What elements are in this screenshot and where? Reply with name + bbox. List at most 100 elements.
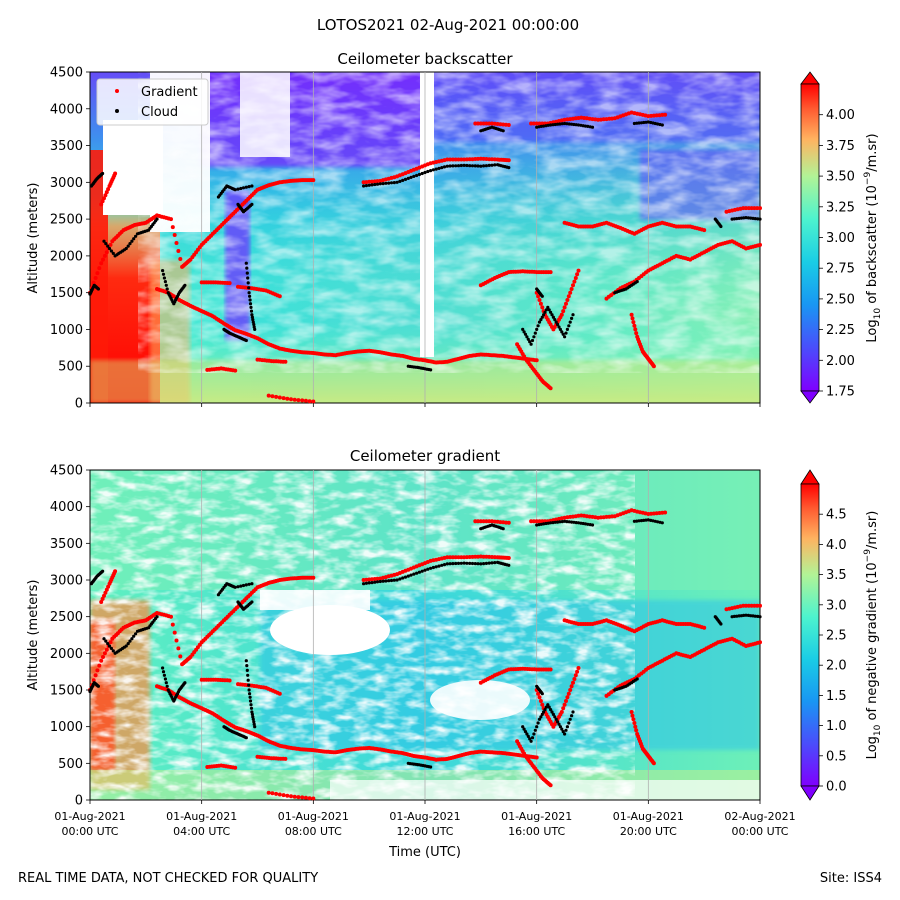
top-cloud-point bbox=[556, 322, 560, 327]
bottom-cloud-point bbox=[744, 613, 748, 617]
bottom-cloud-point bbox=[571, 710, 575, 714]
bottom-cloud-point bbox=[560, 727, 564, 731]
bottom-gradient-point bbox=[176, 646, 181, 651]
top-cloud-point bbox=[642, 120, 646, 125]
top-cloud-point bbox=[546, 305, 550, 309]
top-cloud-point bbox=[746, 216, 751, 220]
figure-title: LOTOS2021 02-Aug-2021 00:00:00 bbox=[317, 16, 579, 34]
top-cloud-point bbox=[248, 298, 252, 302]
bottom-gradient-point bbox=[476, 519, 480, 524]
top-cloud-point bbox=[739, 216, 744, 220]
bottom-gradient-point bbox=[169, 614, 173, 619]
bottom-cloud-point bbox=[155, 615, 159, 619]
bottom-gradient-point bbox=[559, 710, 564, 714]
top-cloud-point bbox=[635, 280, 639, 284]
top-cloud-point bbox=[246, 281, 250, 285]
bottom-gradient-point bbox=[631, 717, 636, 722]
bottom-cloud-point bbox=[401, 576, 405, 580]
bottom-cloud-point bbox=[392, 578, 396, 582]
top-cloud-point bbox=[753, 217, 757, 221]
top-cloud-point bbox=[250, 313, 254, 317]
top-gradient-point bbox=[448, 157, 453, 162]
top-cloud-point bbox=[544, 308, 549, 312]
top-cloud-point bbox=[239, 186, 243, 191]
bottom-cloud-point bbox=[576, 521, 581, 525]
bottom-gradient-point bbox=[101, 655, 105, 659]
bottom-cloud-point bbox=[735, 614, 739, 618]
bottom-y-axis: 0 500 1000 1500 2000 2500 3000 3500 4000 4500 bbox=[50, 464, 90, 809]
bottom-cloud-point bbox=[482, 562, 486, 566]
top-cloud-point bbox=[111, 251, 115, 255]
top-cloud-point bbox=[415, 173, 419, 178]
bottom-cloud-point bbox=[437, 564, 441, 568]
bottom-cloud-point bbox=[719, 622, 723, 626]
bottom-cloud-point bbox=[244, 583, 248, 587]
top-cloud-point bbox=[487, 163, 491, 167]
bottom-cloud-point bbox=[248, 699, 253, 703]
top-cloud-point bbox=[250, 315, 254, 319]
top-y-tick-label: 4500 bbox=[50, 66, 83, 81]
bottom-gradient-point bbox=[303, 795, 308, 800]
top-cloud-point bbox=[490, 163, 494, 167]
top-cloud-point bbox=[521, 327, 525, 331]
footer-site: Site: ISS4 bbox=[820, 871, 882, 886]
top-cloud-point bbox=[532, 335, 536, 339]
bottom-cloud-point bbox=[565, 520, 569, 524]
bottom-cloud-point bbox=[448, 562, 452, 566]
top-cloud-point bbox=[558, 327, 563, 331]
top-cloud-point bbox=[539, 318, 543, 322]
top-cloud-point bbox=[482, 164, 486, 168]
bottom-cloud-point bbox=[395, 578, 399, 582]
top-gradient-point bbox=[445, 157, 450, 162]
bottom-x-tick-label-time: 12:00 UTC bbox=[396, 825, 453, 838]
bottom-cloud-point bbox=[558, 520, 562, 524]
bottom-cloud-point bbox=[646, 518, 650, 522]
bottom-cloud-point bbox=[451, 562, 455, 566]
bottom-cloud-point bbox=[490, 561, 494, 565]
bottom-cloud-point bbox=[542, 710, 546, 714]
bottom-cloud-point bbox=[132, 634, 136, 638]
bottom-cloud-point bbox=[381, 579, 385, 583]
bottom-gradient-point bbox=[573, 673, 578, 678]
bottom-cloud-point bbox=[440, 563, 444, 567]
top-cloud-point bbox=[250, 184, 254, 188]
bottom-colorbar-tick-label: 2.0 bbox=[826, 659, 847, 674]
bottom-cloud-point bbox=[528, 737, 532, 741]
bottom-x-tick-label-time: 04:00 UTC bbox=[173, 825, 230, 838]
top-cloud-point bbox=[572, 122, 576, 127]
top-cloud-point bbox=[162, 276, 166, 280]
top-colorbar-tick-label: 3.00 bbox=[826, 231, 855, 246]
bottom-gradient-point bbox=[633, 724, 638, 729]
top-cloud-point bbox=[132, 237, 136, 241]
top-colorbar-tick-label: 3.75 bbox=[826, 139, 855, 154]
top-cloud-point bbox=[245, 271, 249, 275]
top-cloud-point bbox=[426, 169, 430, 174]
top-cloud-point bbox=[590, 125, 595, 129]
top-cloud-point bbox=[635, 121, 639, 125]
top-cloud-point bbox=[249, 309, 254, 313]
bottom-gradient-point bbox=[749, 603, 754, 608]
bottom-gradient-point bbox=[467, 555, 472, 559]
top-cloud-point bbox=[568, 320, 572, 324]
top-gradient-point bbox=[462, 157, 467, 162]
top-cloud-point bbox=[248, 294, 252, 298]
top-cloud-point bbox=[660, 123, 664, 127]
top-gradient-point bbox=[99, 202, 104, 207]
bottom-cloud-point bbox=[241, 583, 246, 588]
top-cloud-point bbox=[542, 124, 546, 128]
top-cloud-point bbox=[246, 276, 250, 280]
top-cloud-point bbox=[554, 320, 558, 324]
top-cloud-point bbox=[183, 283, 187, 287]
top-gradient-point bbox=[97, 266, 102, 271]
bottom-gradient-point bbox=[548, 783, 553, 788]
top-gradient-point bbox=[531, 121, 536, 126]
top-gradient-point bbox=[283, 359, 288, 364]
top-cloud-point bbox=[551, 123, 555, 127]
top-cloud-point bbox=[403, 177, 408, 181]
top-gradient-point bbox=[100, 199, 105, 204]
top-cloud-point bbox=[563, 335, 567, 339]
top-cloud-point bbox=[719, 224, 723, 229]
top-cloud-point bbox=[533, 331, 537, 335]
top-cloud-point bbox=[161, 269, 165, 273]
top-gradient-point bbox=[300, 398, 305, 403]
